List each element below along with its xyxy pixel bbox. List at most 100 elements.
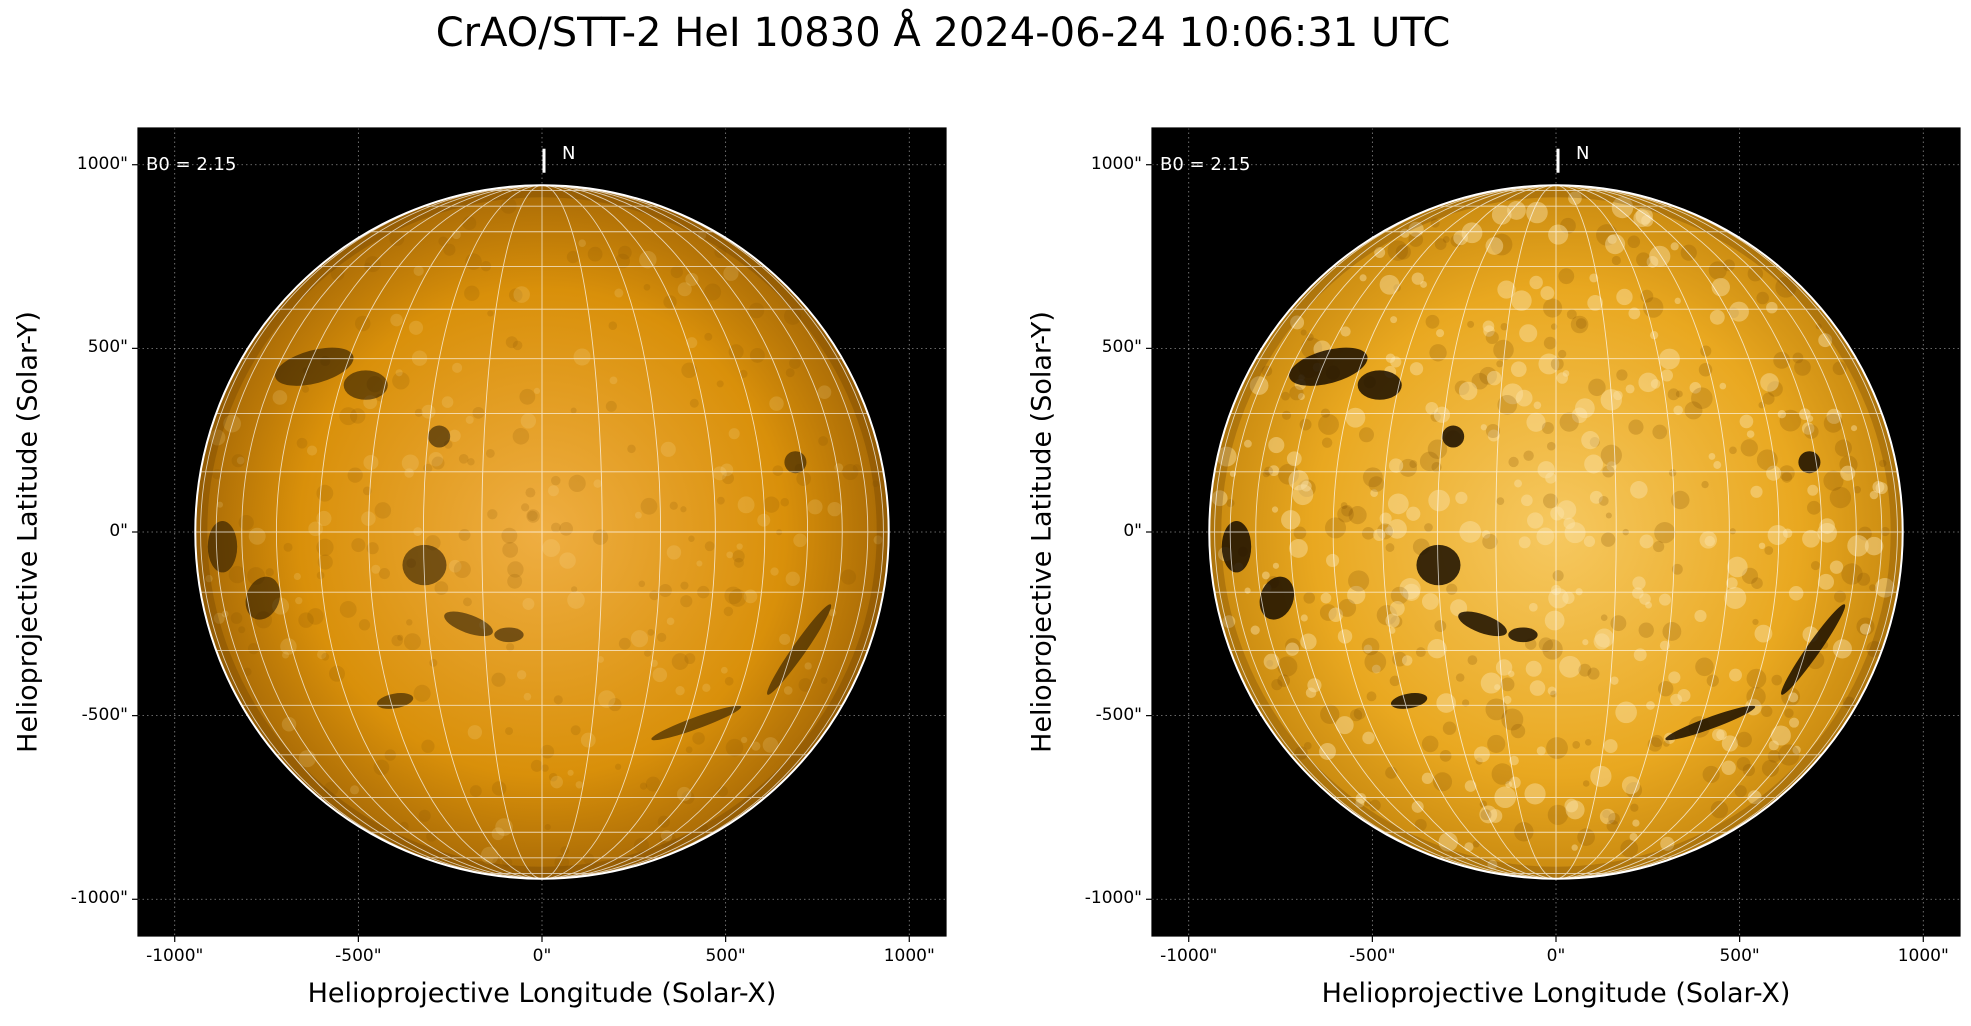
network-mottle [1762, 392, 1775, 405]
network-mottle [1804, 424, 1819, 439]
network-mottle [1429, 344, 1447, 362]
network-mottle [1820, 641, 1829, 650]
plage-mottle [873, 535, 883, 545]
plage-mottle [1545, 472, 1557, 484]
network-mottle [391, 634, 403, 647]
network-mottle [1543, 298, 1563, 318]
network-mottle [502, 857, 513, 868]
network-mottle [1368, 476, 1385, 492]
heliographic-grid [195, 185, 889, 879]
plage-mottle [1583, 535, 1596, 548]
network-mottle [1293, 526, 1307, 540]
network-mottle [1399, 458, 1418, 477]
network-mottle [1628, 419, 1644, 435]
network-mottle [1680, 244, 1697, 261]
network-mottle [1491, 763, 1514, 785]
plage-mottle [1581, 431, 1600, 450]
network-mottle [627, 444, 636, 454]
network-mottle [1508, 456, 1519, 468]
plage-mottle [1694, 609, 1707, 623]
plage-mottle [728, 428, 740, 440]
plage-mottle [1766, 301, 1778, 314]
plage-mottle [1711, 277, 1730, 297]
network-mottle [1728, 307, 1739, 319]
network-mottle [1700, 345, 1712, 357]
plage-mottle [697, 231, 707, 240]
plage-mottle [639, 250, 657, 269]
network-mottle [1698, 363, 1713, 377]
plage-mottle [1716, 729, 1727, 741]
plage-mottle [1507, 201, 1526, 220]
network-mottle [512, 428, 530, 445]
plage-mottle [1249, 376, 1269, 395]
axes-frame [137, 127, 947, 937]
network-mottle [1608, 812, 1620, 825]
network-mottle [1496, 497, 1505, 505]
y-tick-label: 500" [1101, 337, 1142, 358]
north-label: N [562, 142, 576, 164]
plage-mottle [1233, 562, 1244, 573]
network-mottle [647, 629, 655, 636]
plage-mottle [1359, 274, 1367, 282]
plage-mottle [1387, 519, 1407, 539]
plage-mottle [1729, 668, 1742, 682]
network-mottle [1630, 803, 1639, 812]
plage-mottle [1864, 536, 1884, 556]
plage-mottle [1677, 688, 1691, 702]
network-mottle [1421, 735, 1439, 753]
plage-mottle [1511, 290, 1532, 311]
network-mottle [265, 568, 274, 577]
network-mottle [1806, 651, 1825, 670]
network-mottle [1842, 696, 1856, 709]
plage-mottle [1388, 458, 1404, 473]
network-mottle [1390, 586, 1409, 605]
network-mottle [1362, 467, 1383, 488]
network-mottle [1237, 546, 1248, 557]
network-mottle [320, 355, 331, 367]
plage-mottle [666, 617, 675, 626]
plage-mottle [1646, 701, 1655, 710]
network-mottle [1546, 737, 1568, 759]
plage-mottle [1244, 439, 1252, 448]
network-mottle [491, 781, 507, 796]
network-mottle [1701, 480, 1709, 489]
plage-mottle [1600, 389, 1622, 411]
x-tick-label: 1000" [1897, 946, 1949, 966]
network-mottle [724, 676, 734, 686]
plage-mottle [1817, 523, 1837, 543]
network-mottle [418, 809, 431, 822]
plage-mottle [293, 572, 301, 581]
x-axis-label: Helioprojective Longitude (Solar-X) [307, 978, 777, 1009]
plage-mottle [1515, 389, 1533, 407]
network-mottle [1543, 336, 1557, 350]
network-mottle [362, 486, 372, 496]
network-mottle [1485, 330, 1499, 345]
network-mottle [1319, 604, 1337, 621]
network-mottle [1587, 667, 1600, 680]
network-mottle [1839, 455, 1858, 474]
network-mottle [1547, 804, 1569, 825]
network-mottle [1652, 424, 1668, 440]
network-mottle [1341, 504, 1353, 517]
network-mottle [426, 830, 437, 842]
network-mottle [1431, 462, 1442, 473]
network-mottle [364, 256, 381, 273]
north-label: N [1576, 142, 1590, 164]
network-mottle [458, 454, 469, 464]
network-mottle [763, 496, 780, 513]
network-mottle [1364, 651, 1387, 673]
filament [1508, 627, 1538, 643]
network-mottle [1479, 366, 1497, 385]
plage-mottle [533, 387, 541, 394]
plage-mottle [1550, 506, 1565, 521]
x-tick-label: -1000" [1160, 946, 1218, 966]
network-mottle [1671, 563, 1683, 575]
plage-mottle [1747, 790, 1762, 805]
network-mottle [1358, 427, 1374, 443]
network-mottle [1281, 391, 1290, 401]
plage-mottle [1519, 324, 1538, 343]
plage-mottle [1459, 520, 1482, 543]
plage-mottle [1461, 222, 1483, 244]
plage-mottle [1218, 546, 1233, 562]
plage-mottle [702, 683, 711, 692]
